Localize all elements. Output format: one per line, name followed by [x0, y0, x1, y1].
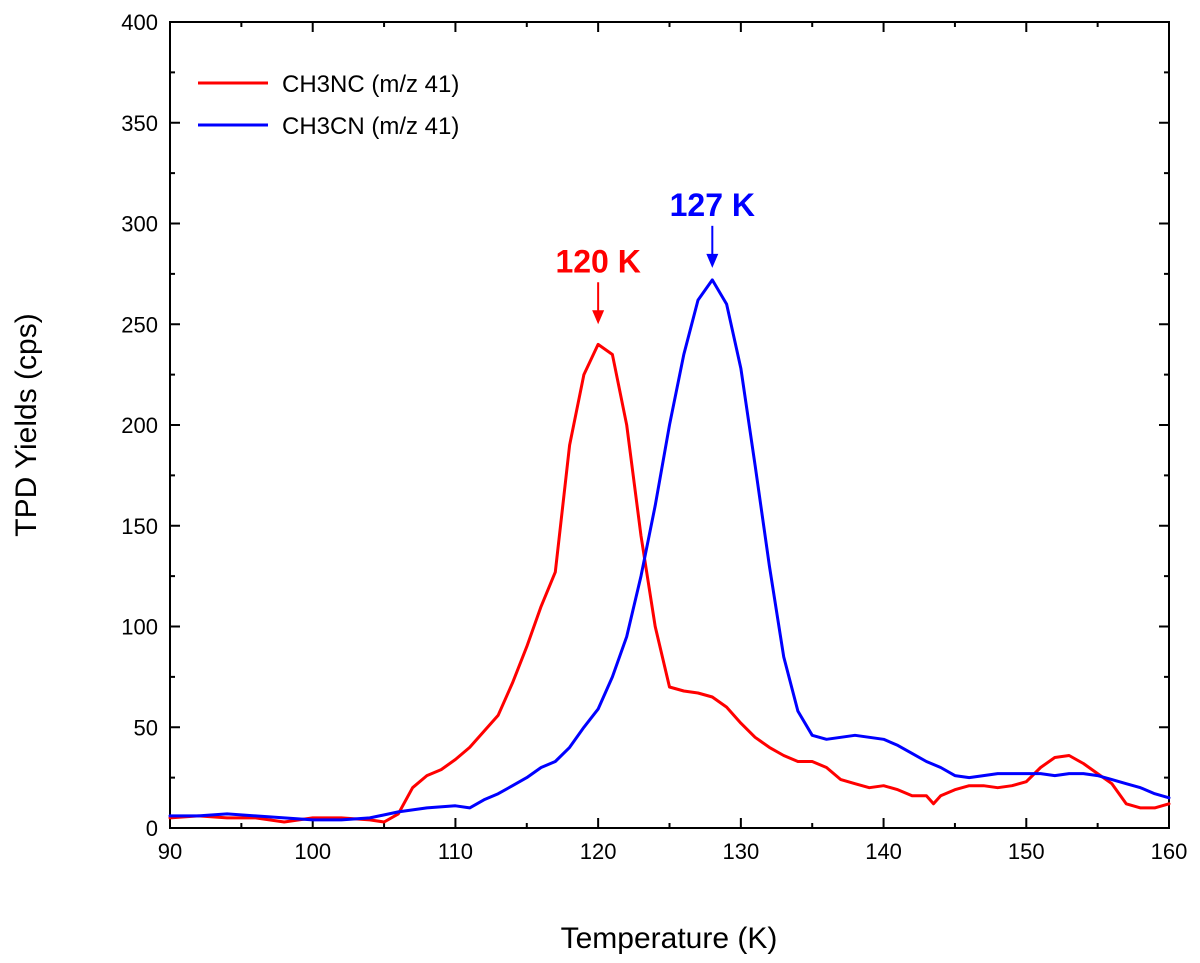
series-line-ch3cn [168, 278, 1171, 822]
peak-arrow-head [706, 253, 719, 268]
peak-label-1: 127 K [670, 187, 755, 223]
y-tick-label: 350 [121, 111, 158, 136]
y-tick-label: 300 [121, 212, 158, 237]
lines-layer [168, 278, 1171, 824]
legend-label-ch3nc: CH3NC (m/z 41) [282, 71, 459, 98]
legend: CH3NC (m/z 41) CH3CN (m/z 41) [198, 71, 459, 140]
peak-label-0: 120 K [555, 243, 640, 279]
x-tick-label: 100 [294, 839, 331, 864]
x-tick-label: 150 [1008, 839, 1045, 864]
x-axis-title: Temperature (K) [561, 922, 778, 955]
y-tick-label: 150 [121, 514, 158, 539]
x-tick-label: 110 [438, 839, 473, 864]
y-tick-label: 100 [121, 615, 158, 640]
y-tick-label: 200 [121, 413, 158, 438]
y-axis-title: TPD Yields (cps) [10, 313, 43, 536]
x-tick-label: 90 [158, 839, 182, 864]
y-tick-label: 50 [134, 715, 158, 740]
x-tick-label: 160 [1151, 839, 1188, 864]
peak-arrow-head [592, 310, 605, 325]
peak-annotations: 120 K 127 K [555, 187, 755, 325]
x-tick-label: 120 [580, 839, 617, 864]
x-tick-label: 140 [865, 839, 902, 864]
x-tick-label: 130 [722, 839, 759, 864]
y-tick-label: 0 [146, 816, 158, 841]
ticks-layer: 90 100 110 120 130 140 150 160 0 50 100 150 200 250 30… [121, 10, 1187, 864]
y-tick-label: 400 [121, 10, 158, 35]
legend-label-ch3cn: CH3CN (m/z 41) [282, 113, 459, 140]
y-tick-label: 250 [121, 312, 158, 337]
series-line-ch3nc [168, 342, 1171, 824]
